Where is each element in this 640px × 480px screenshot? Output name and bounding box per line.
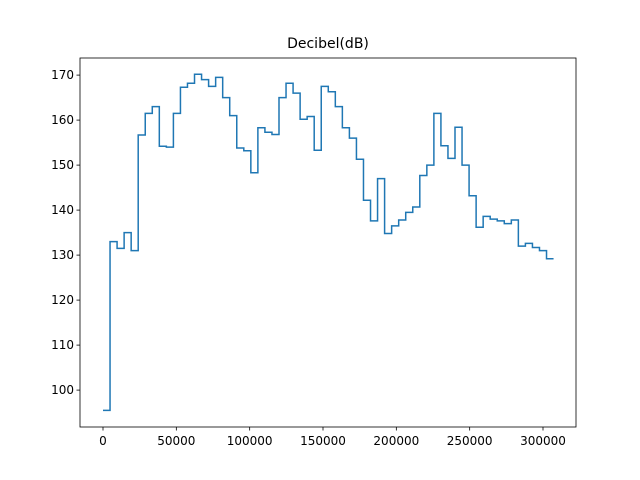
x-tick-label: 150000	[300, 434, 346, 448]
x-tick-label: 100000	[227, 434, 273, 448]
x-tick-label: 200000	[373, 434, 419, 448]
x-tick-label: 300000	[520, 434, 566, 448]
x-tick-label: 50000	[157, 434, 195, 448]
y-tick-label: 110	[51, 338, 74, 352]
y-tick-label: 120	[51, 293, 74, 307]
axes-frame	[79, 57, 577, 428]
step-line	[103, 73, 554, 412]
y-tick-label: 140	[51, 203, 74, 217]
y-tick-label: 170	[51, 68, 74, 82]
y-tick-label: 150	[51, 158, 74, 172]
y-tick-label: 100	[51, 383, 74, 397]
y-tick-label: 130	[51, 248, 74, 262]
y-tick-label: 160	[51, 113, 74, 127]
x-tick-label: 250000	[447, 434, 493, 448]
x-tick-label: 0	[99, 434, 107, 448]
chart-title: Decibel(dB)	[287, 36, 369, 52]
